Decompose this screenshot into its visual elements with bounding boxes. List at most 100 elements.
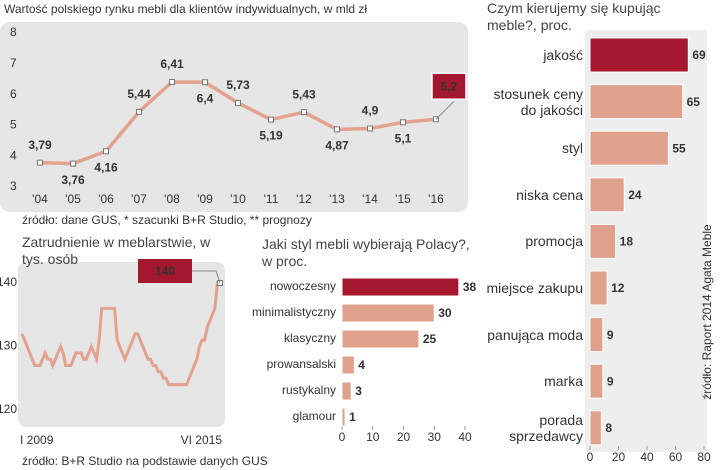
x-tick-label: '04: [32, 192, 48, 206]
x-tick-label: '11: [264, 192, 279, 206]
connector: [435, 100, 455, 120]
point: [301, 109, 307, 116]
value-label: 30: [438, 306, 452, 320]
point: [70, 160, 76, 167]
value-label: 69: [692, 48, 706, 62]
y-tick-label: 130: [0, 339, 17, 353]
category-label: glamour: [293, 409, 336, 423]
chart-title: Wartość polskiego rynku mebli dla klient…: [4, 2, 367, 16]
bar: [341, 329, 420, 349]
category-label: nowoczesny: [270, 279, 336, 293]
value-label: 6,41: [160, 57, 184, 71]
x-tick-label: '15: [395, 192, 411, 206]
x-tick-label: 60: [669, 450, 683, 464]
x-tick-label: '12: [296, 192, 312, 206]
y-tick-label: 8: [10, 25, 17, 39]
point: [103, 148, 109, 155]
x-tick-label: '05: [65, 192, 81, 206]
x-tick-label: 40: [640, 450, 654, 464]
value-label: 3,79: [28, 138, 52, 152]
x-tick-label: 10: [366, 430, 380, 444]
x-tick-label: '08: [164, 192, 180, 206]
category-label: klasyczny: [284, 331, 336, 345]
y-tick-label: 7: [10, 56, 17, 70]
category-label: rustykalny: [282, 383, 336, 397]
point: [235, 99, 241, 106]
bar: [341, 303, 435, 323]
value-label: 9: [607, 328, 614, 342]
y-tick-label: 4: [10, 148, 17, 162]
category-label: miejsce zakupu: [486, 280, 584, 296]
point: [268, 116, 274, 123]
value-label: 5,43: [292, 87, 316, 101]
value-label: 3,76: [61, 173, 85, 187]
x-tick-label: '16: [428, 192, 444, 206]
x-tick-label: '13: [329, 192, 345, 206]
value-label: 4,9: [362, 104, 379, 118]
value-label: 6,4: [197, 91, 214, 105]
x-tick-label: 80: [697, 450, 711, 464]
bar: [589, 223, 617, 259]
bar: [589, 84, 684, 120]
point: [37, 159, 43, 166]
y-tick-label: 3: [10, 179, 17, 193]
category-label: styl: [562, 140, 583, 157]
category-label: prowansalski: [267, 357, 336, 371]
value-label: 5,2: [441, 79, 458, 93]
category-label: jakość: [543, 47, 583, 63]
y-tick-label: 120: [0, 402, 17, 416]
value-label: 4: [358, 358, 365, 372]
bar: [341, 355, 355, 375]
category-label: panująca moda: [487, 326, 583, 343]
x-tick-label: 30: [428, 430, 442, 444]
bar: [589, 363, 604, 399]
category-label: stosunek ceny do jakości: [493, 85, 584, 118]
x-tick-label: 0: [339, 430, 346, 444]
value-label: 12: [611, 281, 625, 295]
chart-title: Zatrudnienie w meblarstwie, w tys. osób: [22, 234, 211, 267]
chart-title: Czym kierujemy się kupując meble?, proc.: [487, 0, 661, 33]
value-label: 18: [620, 235, 634, 249]
note: źródło: dane GUS, * szacunki B+R Studio,…: [22, 213, 312, 227]
value-label: 24: [628, 188, 642, 202]
x-tick-label: I 2009: [20, 433, 54, 447]
x-tick-label: '14: [362, 192, 378, 206]
y-tick-label: 5: [10, 118, 17, 132]
bar: [589, 410, 602, 446]
value-label: 5,19: [259, 129, 283, 143]
value-label: 3: [355, 384, 362, 398]
value-label: 4,87: [325, 139, 349, 153]
x-tick-label: '09: [197, 192, 213, 206]
value-label: 55: [672, 141, 686, 155]
point: [202, 79, 208, 86]
chart-title: Jaki styl mebli wybierają Polacy?, w pro…: [262, 236, 470, 269]
bar: [341, 277, 460, 297]
value-label: 8: [605, 421, 612, 435]
category-label: marka: [544, 373, 583, 390]
value-label: 25: [423, 332, 437, 346]
value-label: 65: [687, 95, 701, 109]
category-label: promocja: [525, 233, 583, 250]
point: [136, 108, 142, 115]
bar: [589, 130, 669, 166]
line: [20, 281, 220, 387]
category-label: porada sprzedawcy: [509, 411, 583, 444]
connector: [192, 270, 221, 284]
x-tick-label: '06: [98, 192, 114, 206]
x-tick-label: '10: [230, 192, 246, 206]
x-tick-label: 20: [612, 450, 626, 464]
category-label: niska cena: [516, 186, 583, 203]
value-label: 5,73: [226, 78, 250, 92]
x-tick-label: '07: [131, 192, 147, 206]
highlight-box: [138, 259, 192, 283]
value-label: 140: [155, 264, 175, 278]
point: [334, 126, 340, 133]
plot-background: [18, 262, 225, 427]
note: źródło: Raport 2014 Agata Meble: [700, 224, 714, 400]
value-label: 4,16: [94, 160, 118, 174]
note: źródło: B+R Studio na podstawie danych G…: [22, 454, 268, 468]
value-label: 5,44: [127, 87, 151, 101]
y-tick-label: 140: [0, 275, 17, 289]
